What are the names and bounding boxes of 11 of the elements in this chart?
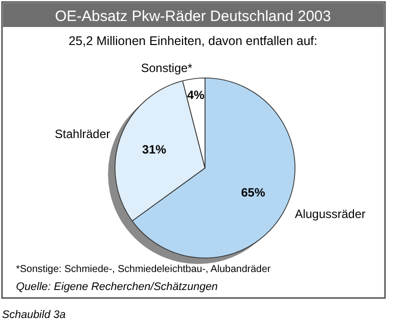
data-label: 31% <box>142 142 167 157</box>
text: Schaubild 3a <box>2 309 66 321</box>
slice-label: Sonstige* <box>140 60 193 75</box>
chart-title: OE-Absatz Pkw-Räder Deutschland 2003 <box>55 8 331 25</box>
data-label: 65% <box>241 186 266 200</box>
data-label: 4% <box>187 88 205 102</box>
chart-subtitle: 25,2 Millionen Einheiten, davon entfallen auf: <box>68 34 318 48</box>
slice-label: Alugussräder <box>294 206 366 221</box>
slice-label: Stahlräder <box>54 126 110 141</box>
text: *Sonstige: Schmiede-, Schmiedeleichtbau-, Alubandräder <box>16 264 272 275</box>
source-note: Quelle: Eigene Recherchen/Schätzungen <box>16 281 218 293</box>
